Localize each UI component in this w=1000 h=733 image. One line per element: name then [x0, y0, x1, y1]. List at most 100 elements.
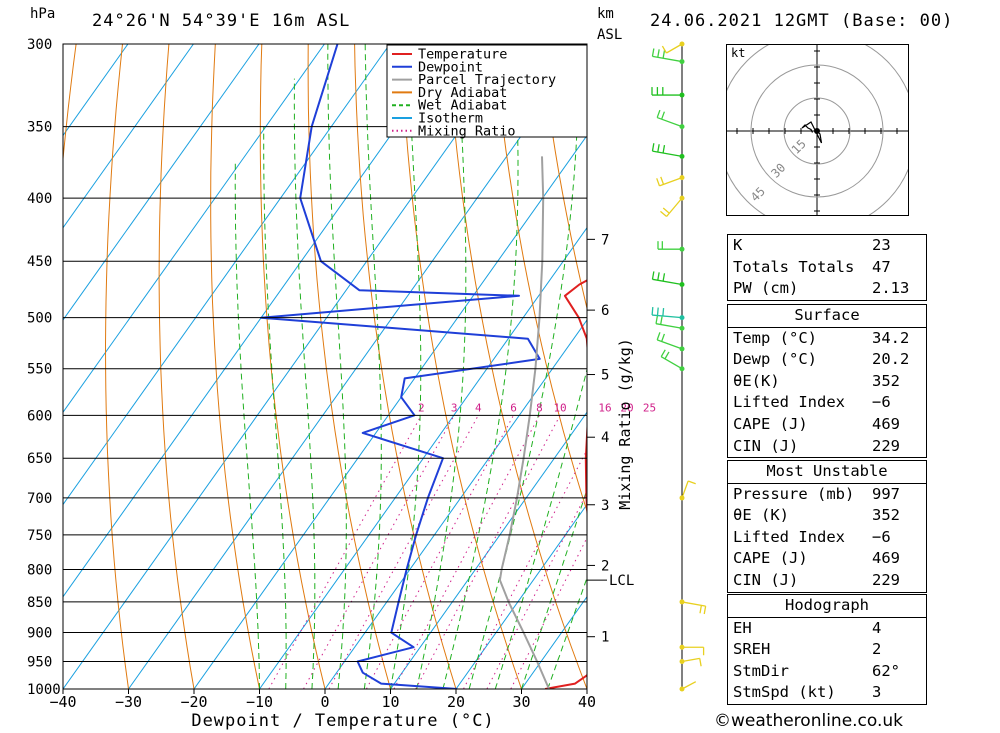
row-label: EH [733, 618, 752, 637]
table-row: Lifted Index −6 [728, 392, 926, 414]
isotherm-line [63, 44, 456, 598]
legend-label: Wet Adiabat [418, 98, 507, 114]
wind-barb-dot [679, 315, 685, 321]
row-label: Totals Totals [733, 257, 855, 276]
row-value: 2.13 [872, 279, 910, 298]
mixing-ratio-label: 3 [451, 401, 458, 414]
wind-barb-dot [679, 325, 685, 331]
wind-barb-feather [687, 480, 696, 485]
wind-barb-feather [651, 143, 655, 152]
wind-barb-dot [679, 175, 685, 181]
legend-label: Temperature [418, 47, 507, 63]
wind-barb [661, 41, 685, 54]
mixing-ratio-label: 2 [418, 401, 425, 414]
row-label: Dewp (°C) [733, 350, 817, 369]
table-row: PW (cm) 2.13 [728, 278, 926, 300]
legend-label: Dry Adiabat [418, 85, 507, 101]
wind-barb-dot [679, 195, 685, 201]
wind-barb-staff [656, 339, 683, 350]
row-value: 997 [872, 484, 900, 503]
pressure-tick-label: 550 [27, 362, 52, 378]
hodograph-panel: 15 30 45 kt [726, 44, 909, 216]
wet-adiabat-line [416, 44, 467, 689]
lcl-label: LCL [609, 573, 634, 589]
isotherm-line [63, 44, 129, 137]
x-tick-label: 30 [512, 693, 530, 711]
wind-barb-dot [679, 495, 685, 501]
row-value: 352 [872, 371, 900, 390]
wind-barb [657, 241, 685, 252]
wind-barb-feather [664, 351, 670, 360]
wind-barb-staff [666, 43, 683, 54]
wind-barb-feather [662, 145, 666, 154]
wind-barb-staff [681, 681, 697, 690]
wind-barb-feather [661, 333, 666, 342]
table-row: CAPE (J) 469 [728, 548, 926, 570]
height-tick-label: 7 [601, 232, 609, 248]
row-value: 3 [872, 683, 882, 702]
table-title: Hodograph [785, 596, 869, 614]
pressure-unit-label: hPa [30, 6, 56, 22]
wind-barb-dot [679, 659, 685, 665]
wind-barb-feather [651, 271, 655, 280]
pressure-tick-label: 500 [27, 311, 52, 327]
hodograph-ring-label: 15 [789, 137, 809, 157]
surface-table: Surface Temp (°C) 34.2 Dewp (°C) 20.2 θE(K) 35… [727, 304, 927, 459]
wind-barb-dot [679, 41, 685, 47]
mixing-ratio-label: 4 [475, 401, 482, 414]
wind-barb-dot [679, 153, 685, 159]
wind-barb [651, 271, 685, 288]
pressure-tick-label: 350 [27, 120, 52, 136]
pressure-tick-label: 900 [27, 626, 52, 642]
mixing-ratio-label: 8 [536, 401, 543, 414]
dewpoint-line [260, 44, 541, 689]
row-label: θE (K) [733, 506, 789, 525]
mixing-ratio-line [303, 415, 455, 689]
mixing-ratio-line [510, 536, 587, 689]
wind-barb-feather [651, 307, 654, 316]
dry-adiabat-line [259, 44, 326, 689]
wind-barb-feather [699, 605, 703, 614]
height-tick-label: 6 [601, 303, 609, 319]
wet-adiabat-line [234, 163, 260, 689]
dry-adiabat-line [307, 44, 391, 689]
row-value: 34.2 [872, 328, 910, 347]
wind-barb-feather [662, 207, 670, 214]
hodograph-ring [750, 64, 884, 198]
wind-barb [651, 307, 685, 321]
wet-adiabat-line [468, 44, 580, 689]
pressure-tick-label: 950 [27, 655, 52, 671]
legend-label: Parcel Trajectory [418, 72, 556, 88]
row-value: 469 [872, 549, 900, 568]
wind-barb-staff [652, 314, 683, 319]
dry-adiabat-line [158, 44, 195, 689]
wind-barb-staff [681, 480, 689, 499]
wind-barb [679, 644, 705, 656]
row-label: θE(K) [733, 371, 780, 390]
wind-barb-feather [656, 332, 661, 341]
wind-barb-dot [679, 92, 685, 98]
table-row: StmSpd (kt) 3 [728, 682, 926, 704]
wind-barb [660, 349, 685, 372]
wet-adiabat-line [442, 44, 519, 689]
wet-adiabat-line [293, 78, 316, 689]
table-row: CIN (J) 229 [728, 436, 926, 458]
table-title: Surface [794, 306, 860, 324]
table-row: Totals Totals 47 [728, 257, 926, 279]
wind-barb-feather [662, 307, 665, 317]
row-label: SREH [733, 640, 771, 659]
wet-adiabat-line [263, 126, 287, 689]
wind-barb-feather [656, 178, 661, 187]
wind-barb-feather [660, 210, 667, 218]
row-label: Lifted Index [733, 527, 845, 546]
isotherm-line [63, 44, 522, 689]
x-tick-label: 20 [447, 693, 465, 711]
wind-barb-staff [652, 278, 683, 286]
row-label: CAPE (J) [733, 414, 808, 433]
table-row: K 23 [728, 235, 926, 257]
row-label: Temp (°C) [733, 328, 817, 347]
row-value: 47 [872, 257, 891, 276]
isotherm-line [193, 134, 587, 689]
table-row: Dewp (°C) 20.2 [728, 349, 926, 371]
